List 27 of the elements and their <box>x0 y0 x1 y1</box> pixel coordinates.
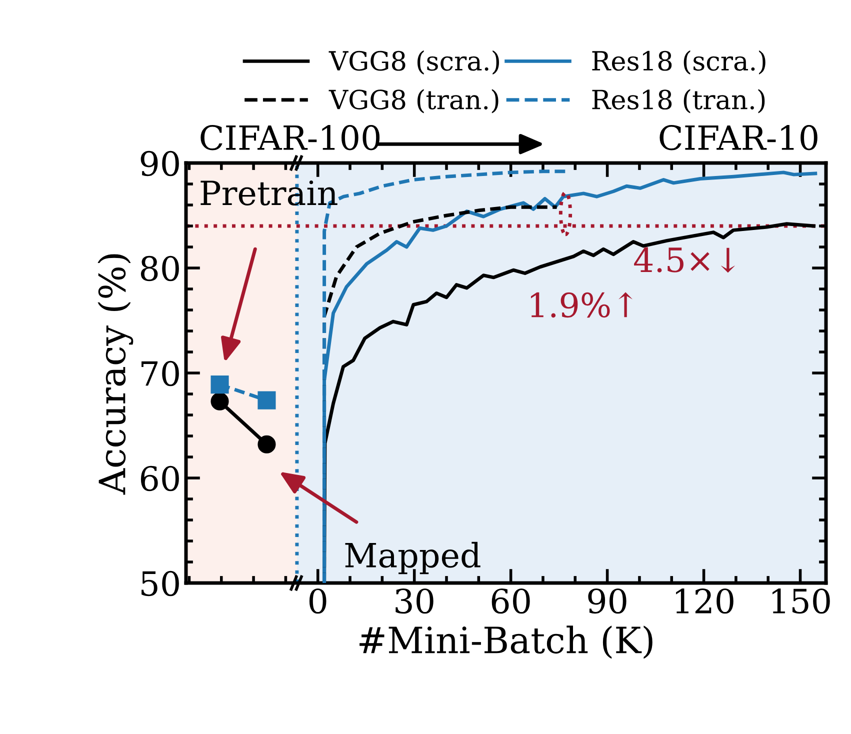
text: CIFAR-100 <box>200 125 380 150</box>
legend-label: Res18 (scra.) <box>592 50 766 75</box>
x-tick-label: 90 <box>588 588 626 614</box>
point <box>258 435 276 454</box>
annotation: Pretrain <box>200 180 338 206</box>
y-tick-label: 50 <box>142 570 179 596</box>
legend-label: VGG8 (scra.) <box>328 50 499 75</box>
y-tick-label: 60 <box>140 466 179 492</box>
legend-label: VGG8 (tran.) <box>328 89 498 114</box>
text: CIFAR-10 <box>660 125 818 150</box>
y-tick-label: 80 <box>140 256 179 282</box>
y-tick-label: 70 <box>142 360 179 386</box>
x-tick-label: 30 <box>396 588 434 614</box>
annotation: Mapped <box>345 542 480 574</box>
x-tick-label: 120 <box>676 588 734 614</box>
y-tick-label: 90 <box>140 150 179 176</box>
point <box>210 376 229 394</box>
x-tick-label: 150 <box>772 588 830 614</box>
y-axis-title: Accuracy (%) <box>98 254 134 495</box>
annotation: 4.5×↓ <box>634 247 735 273</box>
point <box>258 391 276 410</box>
x-tick-label: 0 <box>309 588 326 614</box>
annotation: 1.9%↑ <box>530 292 632 318</box>
x-tick-label: 60 <box>492 588 530 614</box>
legend-label: Res18 (tran.) <box>592 89 765 114</box>
point <box>210 392 229 410</box>
x-axis-title: #Mini-Batch (K) <box>360 626 652 659</box>
